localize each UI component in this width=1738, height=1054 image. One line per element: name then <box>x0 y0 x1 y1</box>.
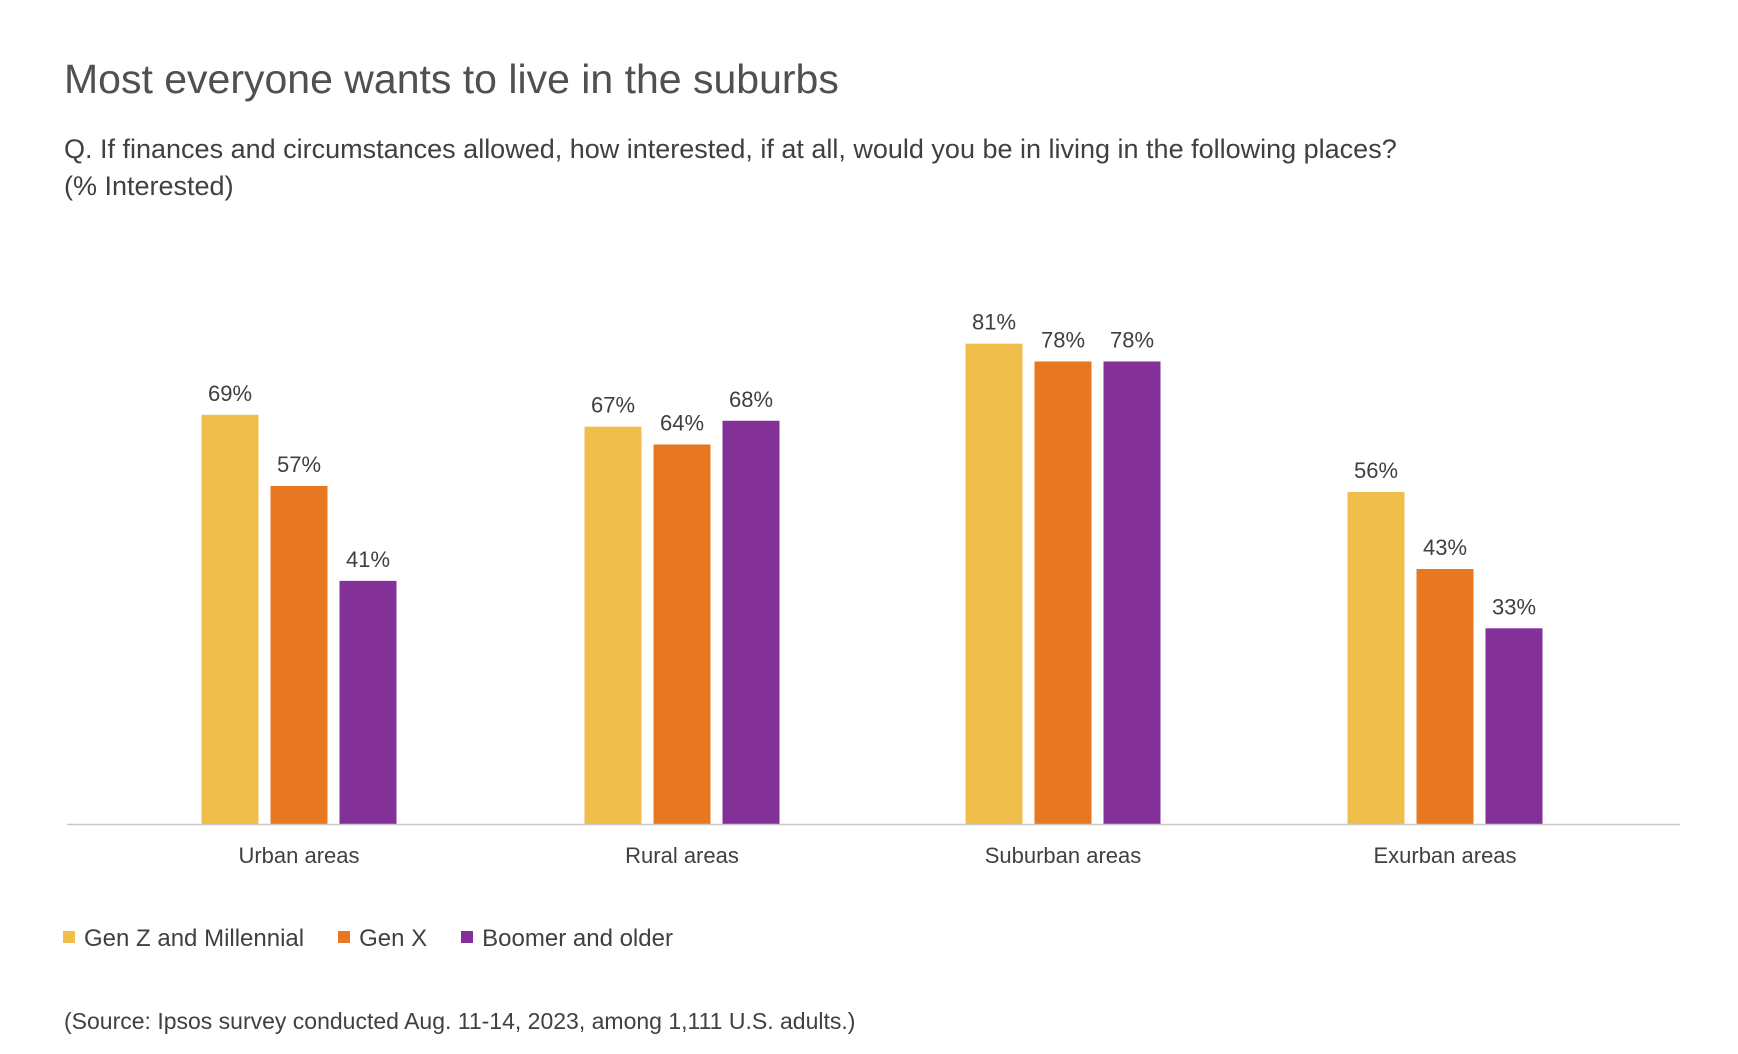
data-label: 81% <box>972 310 1016 335</box>
bar-urban-areas-gen-x <box>270 485 328 824</box>
legend-swatch <box>63 931 75 943</box>
bar-exurban-areas-gen-z-and-millennial <box>1347 491 1405 824</box>
category-label: Rural areas <box>625 843 739 868</box>
legend-label: Gen Z and Millennial <box>84 925 305 952</box>
bar-urban-areas-boomer-and-older <box>339 580 397 824</box>
data-label: 57% <box>277 452 321 477</box>
source-note: (Source: Ipsos survey conducted Aug. 11-… <box>64 1008 856 1034</box>
legend: Gen Z and Millennial Gen X Boomer and olde… <box>63 925 707 953</box>
bar-exurban-areas-boomer-and-older <box>1485 628 1543 824</box>
category-label: Urban areas <box>238 843 359 868</box>
data-label: 41% <box>346 547 390 572</box>
bar-suburban-areas-boomer-and-older <box>1103 361 1161 824</box>
bar-urban-areas-gen-z-and-millennial <box>201 414 259 824</box>
legend-label: Gen X <box>359 925 428 952</box>
chart-subtitle: Q. If finances and circumstances allowed… <box>64 131 1397 205</box>
chart-title: Most everyone wants to live in the subur… <box>64 56 839 102</box>
legend-item: Gen Z and Millennial <box>63 925 304 953</box>
bar-exurban-areas-gen-x <box>1416 569 1474 824</box>
data-label: 43% <box>1423 535 1467 560</box>
data-label: 78% <box>1041 327 1085 352</box>
legend-item: Gen X <box>338 925 427 953</box>
subtitle-question: Q. If finances and circumstances allowed… <box>64 134 1397 164</box>
bar-suburban-areas-gen-x <box>1034 361 1092 824</box>
bar-rural-areas-gen-x <box>653 444 711 824</box>
data-label: 67% <box>591 393 635 418</box>
subtitle-unit: (% Interested) <box>64 171 234 201</box>
legend-swatch <box>338 931 351 943</box>
bar-suburban-areas-gen-z-and-millennial <box>965 343 1023 824</box>
legend-swatch <box>461 931 474 943</box>
bar-rural-areas-boomer-and-older <box>722 420 780 824</box>
category-label: Exurban areas <box>1373 843 1516 868</box>
data-label: 78% <box>1110 327 1154 352</box>
bar-rural-areas-gen-z-and-millennial <box>584 426 642 824</box>
data-label: 64% <box>660 410 704 435</box>
data-label: 33% <box>1492 594 1536 619</box>
category-label: Suburban areas <box>985 843 1142 868</box>
legend-label: Boomer and older <box>482 925 673 952</box>
legend-item: Boomer and older <box>461 925 673 953</box>
data-label: 68% <box>729 387 773 412</box>
data-label: 69% <box>208 381 252 406</box>
data-label: 56% <box>1354 458 1398 483</box>
